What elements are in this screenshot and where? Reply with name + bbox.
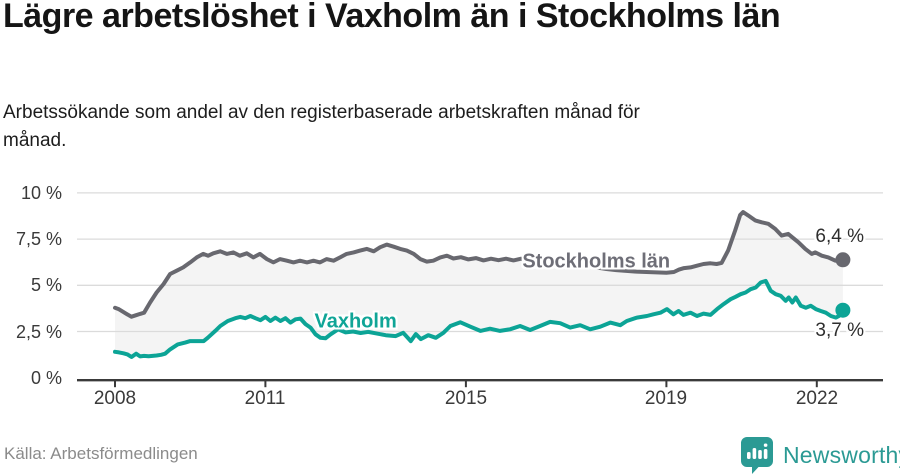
y-axis-tick-label: 10 % <box>20 183 62 203</box>
chart-title: Lägre arbetslöshet i Vaxholm än i Stockh… <box>3 0 781 35</box>
x-axis-tick-label: 2008 <box>93 388 137 409</box>
x-axis-tick-label: 2022 <box>795 388 839 409</box>
newsworthy-logo: Newsworthy <box>740 436 900 474</box>
x-axis-tick-label: 2019 <box>644 388 688 409</box>
x-axis-tick-label: 2015 <box>444 388 488 409</box>
series-line-stockholms-lan <box>113 210 845 319</box>
source-text: Källa: Arbetsförmedlingen <box>4 444 198 463</box>
series-end-dot-stockholms-lan <box>835 252 851 268</box>
y-axis-tick-label: 7,5 % <box>15 229 62 249</box>
series-label-vaxholm: Vaxholm <box>314 310 397 333</box>
series-end-dot-vaxholm <box>835 302 851 318</box>
newsworthy-logo-icon <box>741 437 773 474</box>
y-axis-tick-label: 5 % <box>30 275 62 295</box>
end-value-label-vaxholm: 3,7 % <box>815 320 864 341</box>
series-line-vaxholm <box>113 278 845 359</box>
series-label-stockholms-lan: Stockholms län <box>522 250 671 273</box>
y-axis-tick-label: 2,5 % <box>15 322 62 342</box>
x-axis-tick-label: 2011 <box>244 388 286 409</box>
y-axis-tick-label: 0 % <box>30 368 62 388</box>
end-value-label-stockholms-lan: 6,4 % <box>815 226 864 247</box>
chart-subtitle: Arbetssökande som andel av den registerb… <box>3 102 640 151</box>
newsworthy-logo-text: Newsworthy <box>783 441 900 468</box>
fill-between-area <box>115 212 843 357</box>
